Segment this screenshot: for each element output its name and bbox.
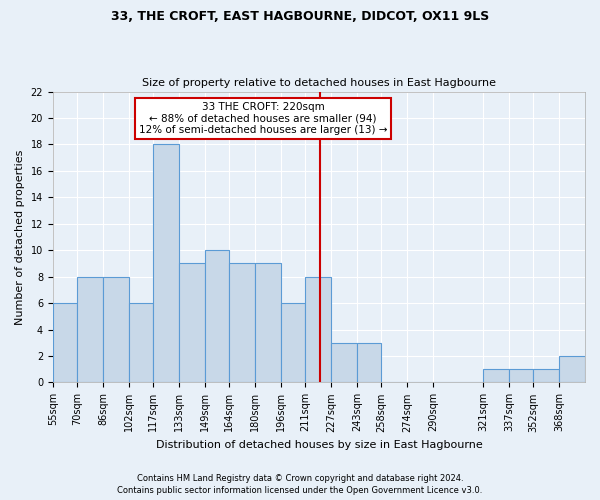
Bar xyxy=(357,343,381,382)
Text: 33, THE CROFT, EAST HAGBOURNE, DIDCOT, OX11 9LS: 33, THE CROFT, EAST HAGBOURNE, DIDCOT, O… xyxy=(111,10,489,23)
Bar xyxy=(509,369,533,382)
Bar xyxy=(129,303,153,382)
Bar xyxy=(103,276,129,382)
Text: 33 THE CROFT: 220sqm
← 88% of detached houses are smaller (94)
12% of semi-detac: 33 THE CROFT: 220sqm ← 88% of detached h… xyxy=(139,102,388,136)
Text: Contains HM Land Registry data © Crown copyright and database right 2024.
Contai: Contains HM Land Registry data © Crown c… xyxy=(118,474,482,495)
Bar xyxy=(483,369,509,382)
Bar xyxy=(305,276,331,382)
Bar xyxy=(205,250,229,382)
Bar xyxy=(153,144,179,382)
Bar xyxy=(229,264,255,382)
Bar xyxy=(331,343,357,382)
Bar xyxy=(281,303,305,382)
X-axis label: Distribution of detached houses by size in East Hagbourne: Distribution of detached houses by size … xyxy=(155,440,482,450)
Bar xyxy=(179,264,205,382)
Bar xyxy=(255,264,281,382)
Bar xyxy=(559,356,585,382)
Y-axis label: Number of detached properties: Number of detached properties xyxy=(15,150,25,324)
Bar xyxy=(53,303,77,382)
Bar xyxy=(77,276,103,382)
Bar xyxy=(533,369,559,382)
Title: Size of property relative to detached houses in East Hagbourne: Size of property relative to detached ho… xyxy=(142,78,496,88)
